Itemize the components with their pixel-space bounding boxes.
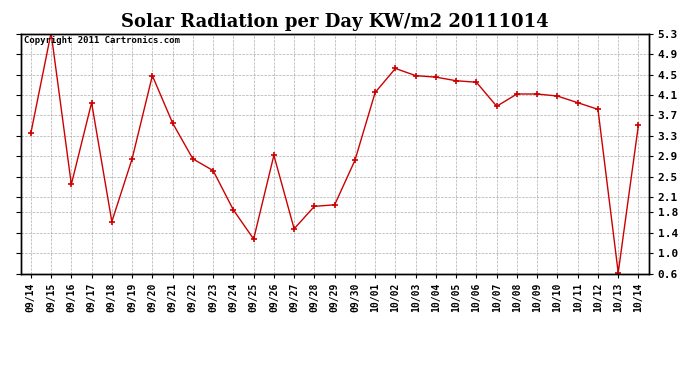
Title: Solar Radiation per Day KW/m2 20111014: Solar Radiation per Day KW/m2 20111014 <box>121 13 549 31</box>
Text: Copyright 2011 Cartronics.com: Copyright 2011 Cartronics.com <box>24 36 179 45</box>
